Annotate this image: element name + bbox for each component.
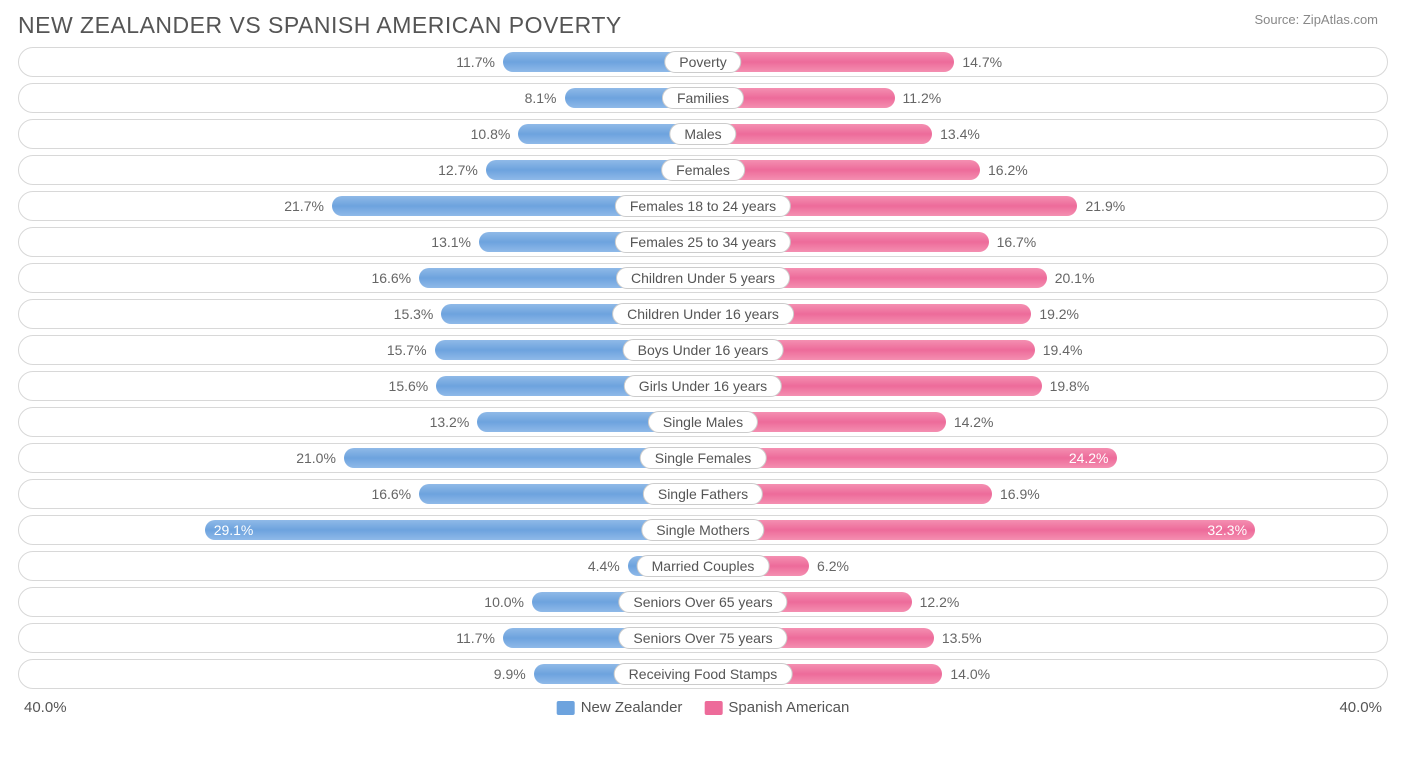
category-label: Boys Under 16 years: [623, 339, 784, 361]
value-label-right: 24.2%: [1069, 450, 1109, 466]
value-label-left: 13.2%: [430, 414, 470, 430]
value-label-left: 21.7%: [284, 198, 324, 214]
axis-left-label: 40.0%: [24, 699, 67, 716]
value-label-right: 32.3%: [1207, 522, 1247, 538]
value-label-right: 19.2%: [1039, 306, 1079, 322]
category-label: Children Under 5 years: [616, 267, 790, 289]
bar-right: [703, 124, 932, 144]
value-label-right: 16.7%: [997, 234, 1037, 250]
value-label-left: 13.1%: [431, 234, 471, 250]
bar-left: [205, 520, 703, 540]
category-label: Girls Under 16 years: [624, 375, 782, 397]
category-label: Single Mothers: [641, 519, 764, 541]
category-label: Seniors Over 65 years: [618, 591, 787, 613]
chart-row: 9.9% 14.0% Receiving Food Stamps: [18, 659, 1388, 689]
legend-item-right: Spanish American: [704, 699, 849, 716]
value-label-left: 15.7%: [387, 342, 427, 358]
chart-row: 16.6% 20.1% Children Under 5 years: [18, 263, 1388, 293]
value-label-left: 12.7%: [438, 162, 478, 178]
category-label: Poverty: [664, 51, 741, 73]
chart-row: 12.7% 16.2% Females: [18, 155, 1388, 185]
value-label-left: 15.6%: [389, 378, 429, 394]
value-label-right: 19.8%: [1050, 378, 1090, 394]
axis-row: 40.0% New Zealander Spanish American 40.0%: [18, 695, 1388, 716]
value-label-left: 15.3%: [394, 306, 434, 322]
category-label: Single Fathers: [643, 483, 763, 505]
chart-row: 13.2% 14.2% Single Males: [18, 407, 1388, 437]
chart-row: 21.7% 21.9% Females 18 to 24 years: [18, 191, 1388, 221]
value-label-right: 20.1%: [1055, 270, 1095, 286]
value-label-left: 29.1%: [214, 522, 254, 538]
chart-row: 4.4% 6.2% Married Couples: [18, 551, 1388, 581]
value-label-left: 8.1%: [525, 90, 557, 106]
value-label-left: 9.9%: [494, 666, 526, 682]
value-label-right: 13.4%: [940, 126, 980, 142]
bar-right: [703, 520, 1255, 540]
value-label-right: 12.2%: [920, 594, 960, 610]
category-label: Children Under 16 years: [612, 303, 794, 325]
chart-row: 11.7% 14.7% Poverty: [18, 47, 1388, 77]
value-label-left: 16.6%: [371, 270, 411, 286]
chart-source: Source: ZipAtlas.com: [1254, 12, 1378, 27]
category-label: Families: [662, 87, 744, 109]
chart-row: 16.6% 16.9% Single Fathers: [18, 479, 1388, 509]
chart-title: NEW ZEALANDER VS SPANISH AMERICAN POVERT…: [18, 12, 622, 39]
chart-row: 15.7% 19.4% Boys Under 16 years: [18, 335, 1388, 365]
category-label: Males: [669, 123, 736, 145]
legend-swatch-left: [557, 701, 575, 715]
category-label: Seniors Over 75 years: [618, 627, 787, 649]
legend-swatch-right: [704, 701, 722, 715]
chart-header: NEW ZEALANDER VS SPANISH AMERICAN POVERT…: [0, 0, 1406, 47]
chart-row: 10.0% 12.2% Seniors Over 65 years: [18, 587, 1388, 617]
chart-row: 8.1% 11.2% Families: [18, 83, 1388, 113]
category-label: Single Females: [640, 447, 767, 469]
category-label: Single Males: [648, 411, 758, 433]
chart-row: 11.7% 13.5% Seniors Over 75 years: [18, 623, 1388, 653]
value-label-right: 21.9%: [1085, 198, 1125, 214]
category-label: Females 18 to 24 years: [615, 195, 791, 217]
category-label: Females 25 to 34 years: [615, 231, 791, 253]
value-label-right: 6.2%: [817, 558, 849, 574]
value-label-right: 11.2%: [903, 90, 942, 106]
value-label-left: 21.0%: [296, 450, 336, 466]
chart-row: 21.0% 24.2% Single Females: [18, 443, 1388, 473]
value-label-right: 16.2%: [988, 162, 1028, 178]
value-label-left: 11.7%: [456, 630, 495, 646]
chart-row: 15.3% 19.2% Children Under 16 years: [18, 299, 1388, 329]
value-label-right: 14.7%: [962, 54, 1002, 70]
category-label: Married Couples: [637, 555, 770, 577]
value-label-right: 16.9%: [1000, 486, 1040, 502]
value-label-right: 14.2%: [954, 414, 994, 430]
value-label-left: 4.4%: [588, 558, 620, 574]
chart-row: 29.1% 32.3% Single Mothers: [18, 515, 1388, 545]
category-label: Females: [661, 159, 745, 181]
value-label-left: 16.6%: [371, 486, 411, 502]
legend: New Zealander Spanish American: [557, 699, 850, 716]
value-label-right: 19.4%: [1043, 342, 1083, 358]
legend-item-left: New Zealander: [557, 699, 683, 716]
chart-area: 11.7%14.7%Poverty8.1%11.2%Families10.8%1…: [0, 47, 1406, 716]
value-label-left: 10.8%: [471, 126, 511, 142]
value-label-left: 11.7%: [456, 54, 495, 70]
value-label-right: 14.0%: [950, 666, 990, 682]
category-label: Receiving Food Stamps: [614, 663, 793, 685]
value-label-right: 13.5%: [942, 630, 982, 646]
value-label-left: 10.0%: [484, 594, 524, 610]
chart-row: 13.1% 16.7% Females 25 to 34 years: [18, 227, 1388, 257]
axis-right-label: 40.0%: [1339, 699, 1382, 716]
chart-row: 10.8% 13.4% Males: [18, 119, 1388, 149]
chart-row: 15.6% 19.8% Girls Under 16 years: [18, 371, 1388, 401]
